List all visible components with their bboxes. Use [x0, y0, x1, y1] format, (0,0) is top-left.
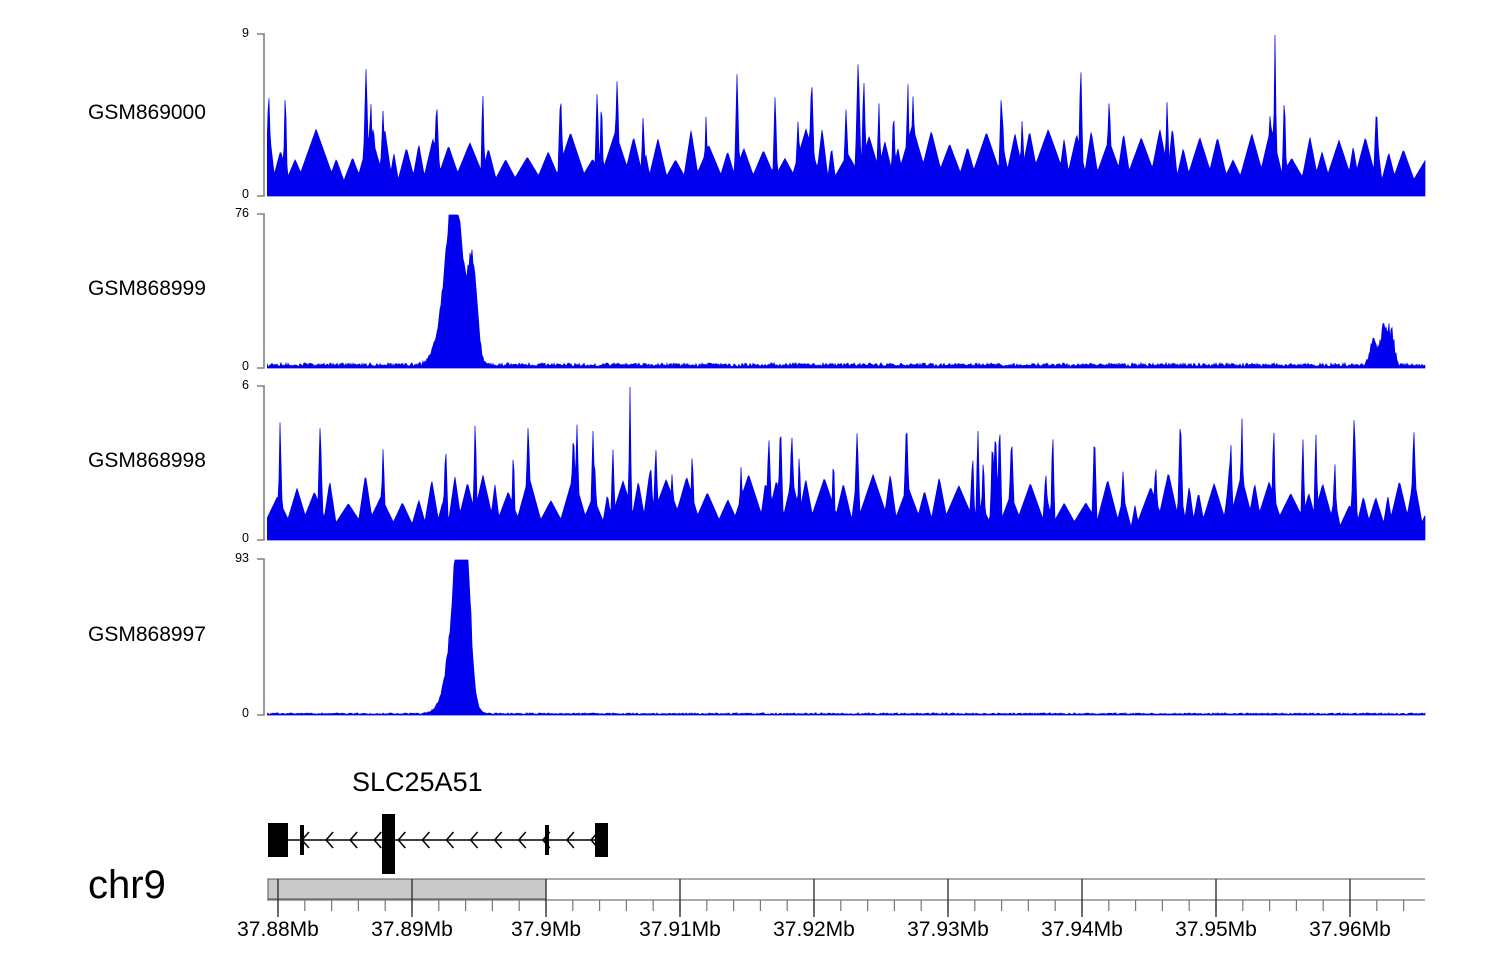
- axis-tick-label: 37.92Mb: [773, 918, 855, 941]
- axis-tick-label: 37.93Mb: [907, 918, 989, 941]
- y-axis-bracket-gsm868997: [257, 558, 265, 716]
- signal-area-gsm868997: [267, 559, 1426, 716]
- signal-area-gsm868999: [267, 214, 1426, 369]
- axis-tick-label: 37.91Mb: [639, 918, 721, 941]
- coordinate-axis[interactable]: [0, 855, 1500, 945]
- track-label-gsm868998: GSM868998: [88, 448, 206, 472]
- ideogram-band: [267, 878, 547, 900]
- signal-track-gsm869000: GSM869000 9 0: [0, 26, 1500, 201]
- y-axis-min-gsm868999: 0: [242, 359, 249, 373]
- signal-area-gsm868998: [267, 386, 1426, 541]
- gene-name-label: SLC25A51: [352, 767, 483, 797]
- track-label-gsm868999: GSM868999: [88, 276, 206, 300]
- axis-tick-label: 37.95Mb: [1175, 918, 1257, 941]
- y-axis-bracket-gsm869000: [257, 33, 265, 197]
- y-axis-max-gsm868999: 76: [235, 206, 249, 220]
- y-axis-min-gsm869000: 0: [242, 187, 249, 201]
- axis-tick-label: 37.89Mb: [371, 918, 453, 941]
- gene-structure-glyph[interactable]: [0, 805, 1500, 885]
- y-axis-min-gsm868997: 0: [242, 706, 249, 720]
- gene-position-marker: [382, 858, 395, 874]
- chromosome-label: chr9: [88, 863, 166, 907]
- axis-tick-label: 37.88Mb: [237, 918, 319, 941]
- y-axis-bracket-gsm868999: [257, 213, 265, 369]
- track-label-gsm869000: GSM869000: [88, 100, 206, 124]
- y-axis-max-gsm869000: 9: [242, 26, 249, 40]
- track-label-gsm868997: GSM868997: [88, 622, 206, 646]
- signal-area-gsm869000: [267, 34, 1426, 197]
- axis-tick-label: 37.9Mb: [510, 918, 582, 941]
- y-axis-bracket-gsm868998: [257, 385, 265, 541]
- signal-track-gsm868998: GSM868998 6 0: [0, 378, 1500, 545]
- y-axis-max-gsm868998: 6: [242, 378, 249, 392]
- axis-tick-label: 37.96Mb: [1309, 918, 1391, 941]
- y-axis-max-gsm868997: 93: [235, 551, 249, 565]
- y-axis-min-gsm868998: 0: [242, 531, 249, 545]
- axis-tick-label: 37.94Mb: [1041, 918, 1123, 941]
- signal-track-gsm868997: GSM868997 93 0: [0, 551, 1500, 720]
- signal-track-gsm868999: GSM868999 76 0: [0, 206, 1500, 373]
